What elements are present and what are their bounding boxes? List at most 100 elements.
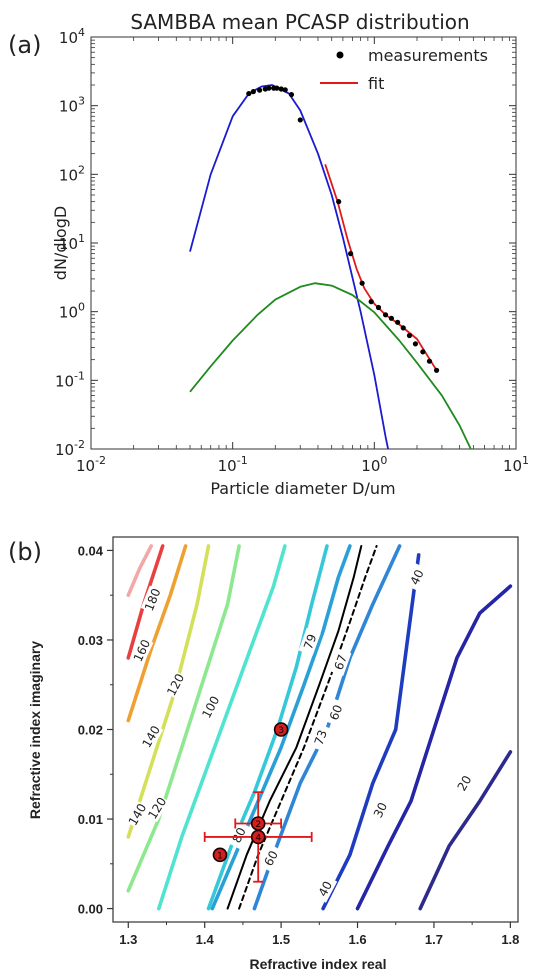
x-tick-label: 1.7: [425, 932, 443, 947]
x-tick-label: 10-2: [76, 454, 106, 475]
data-point-4: [250, 829, 266, 845]
contour-label: 73: [309, 723, 332, 752]
contour-label-text: 80: [229, 825, 248, 845]
panel-b-x-axis-label: Refractive index real: [250, 956, 387, 972]
contour-label: 120: [163, 670, 188, 699]
contour-label-text: 100: [199, 694, 222, 721]
y-tick-label: 100: [59, 301, 85, 322]
measurement-point: [412, 341, 419, 347]
panel-b-tick-labels: 1.3 1.4 1.5 1.6 1.7 1.8 0.00 0.01 0.02 0.03 0.04: [78, 543, 520, 947]
contour-label-text: 180: [142, 586, 164, 612]
measurement-point: [400, 325, 406, 331]
contour-label: 40: [404, 563, 429, 592]
measurement-point: [368, 299, 374, 305]
measurement-point: [257, 87, 263, 93]
measurement-point: [388, 315, 395, 321]
panel-b-y-axis-label: Refractive index imaginary: [27, 641, 43, 819]
panel-a: (a) SAMBBA mean PCASP distribution 10-2 1…: [8, 10, 529, 498]
contour-label-bg: [312, 874, 338, 903]
panel-b-label: (b): [8, 538, 42, 566]
measurement-point: [250, 89, 256, 95]
contour-label: 20: [451, 768, 477, 798]
panel-a-lines: [189, 84, 472, 450]
contour-label-bg: [258, 844, 284, 873]
measurement-point: [288, 91, 295, 98]
measurement-point: [395, 319, 401, 325]
x-tick-label: 10-1: [218, 454, 248, 475]
panel-a-tick-labels: 10-2 10-1 100 101 10-2 10-1 100 101 102 103 104: [55, 26, 529, 475]
panel-a-title: SAMBBA mean PCASP distribution: [130, 10, 469, 34]
x-tick-label: 1.5: [272, 932, 290, 947]
contour-label-bg: [404, 563, 429, 592]
data-point-label: 3: [278, 726, 284, 736]
y-tick-label: 10-2: [55, 438, 85, 459]
y-tick-label: 0.01: [78, 812, 103, 827]
legend-measurements-marker: [336, 51, 344, 59]
series-line-2: [189, 84, 389, 450]
data-point-1: [212, 847, 228, 863]
panel-b: (b) 1.3 1.4 1.5 1.6 1.7 1.8 0.00 0.01 0.02 0.03 0.…: [8, 536, 520, 972]
x-tick-label: 1.6: [348, 932, 366, 947]
contour-label-text: 40: [408, 567, 427, 587]
x-tick-label: 101: [503, 454, 529, 475]
contour-label-text: 67: [332, 653, 350, 672]
contour-label-text: 20: [455, 773, 475, 793]
panel-a-label: (a): [8, 31, 41, 59]
contour-label: 180: [140, 585, 164, 614]
contour-label-bg: [163, 670, 188, 699]
contour-label-text: 79: [301, 632, 319, 651]
measurement-point: [359, 280, 365, 286]
contour-label-text: 60: [261, 848, 281, 868]
contour-label: 79: [298, 627, 321, 656]
contour-label-bg: [124, 800, 150, 829]
panel-b-points: 1 3 2 4: [203, 722, 313, 883]
measurement-point: [282, 87, 288, 93]
contour-line-30: [355, 584, 513, 911]
contour-label-text: 40: [316, 879, 336, 899]
y-tick-label: 101: [59, 232, 85, 253]
contour-label-bg: [226, 820, 251, 850]
measurement-point: [426, 358, 433, 364]
measurement-point: [420, 349, 426, 355]
contour-label: 30: [368, 795, 393, 824]
panel-b-ticks: [107, 549, 511, 928]
contour-label: 100: [198, 692, 223, 721]
contour-line: [126, 544, 153, 597]
contour-line-67: [238, 545, 378, 910]
y-tick-label: 104: [59, 26, 85, 47]
contour-label-bg: [298, 627, 321, 656]
y-tick-label: 10-1: [55, 369, 85, 390]
y-tick-label: 0.04: [78, 543, 104, 558]
contour-label-bg: [324, 698, 348, 727]
y-tick-label: 0.03: [78, 633, 103, 648]
series-line-1: [324, 164, 438, 371]
contour-label-bg: [451, 768, 477, 798]
measurement-point: [246, 90, 252, 97]
contour-label-bg: [198, 692, 223, 721]
contour-line-100: [157, 544, 287, 911]
contour-line-160: [126, 544, 188, 723]
contour-label-bg: [140, 585, 164, 614]
x-tick-label: 1.8: [501, 932, 519, 947]
contour-label-text: 73: [312, 728, 330, 747]
y-tick-label: 102: [59, 163, 85, 184]
measurement-point: [297, 117, 303, 123]
legend-fit-label: fit: [368, 74, 384, 93]
contour-label-text: 120: [164, 671, 187, 698]
panel-a-ticks: [90, 36, 517, 450]
data-point-label: 4: [255, 833, 261, 843]
panel-a-points: [246, 85, 440, 373]
panel-a-y-axis-label: dN/dlogD: [51, 206, 70, 280]
contour-line-120: [126, 544, 241, 893]
contour-label: 67: [329, 648, 352, 676]
measurement-point: [433, 367, 440, 373]
y-tick-label: 0.00: [78, 902, 103, 917]
measurement-point: [382, 312, 389, 318]
contour-label-text: 60: [327, 703, 346, 722]
measurement-point: [336, 199, 342, 205]
contour-label-bg: [329, 648, 352, 676]
contour-label-bg: [368, 795, 393, 824]
measurement-point: [274, 85, 280, 91]
contour-label-bg: [138, 722, 164, 751]
